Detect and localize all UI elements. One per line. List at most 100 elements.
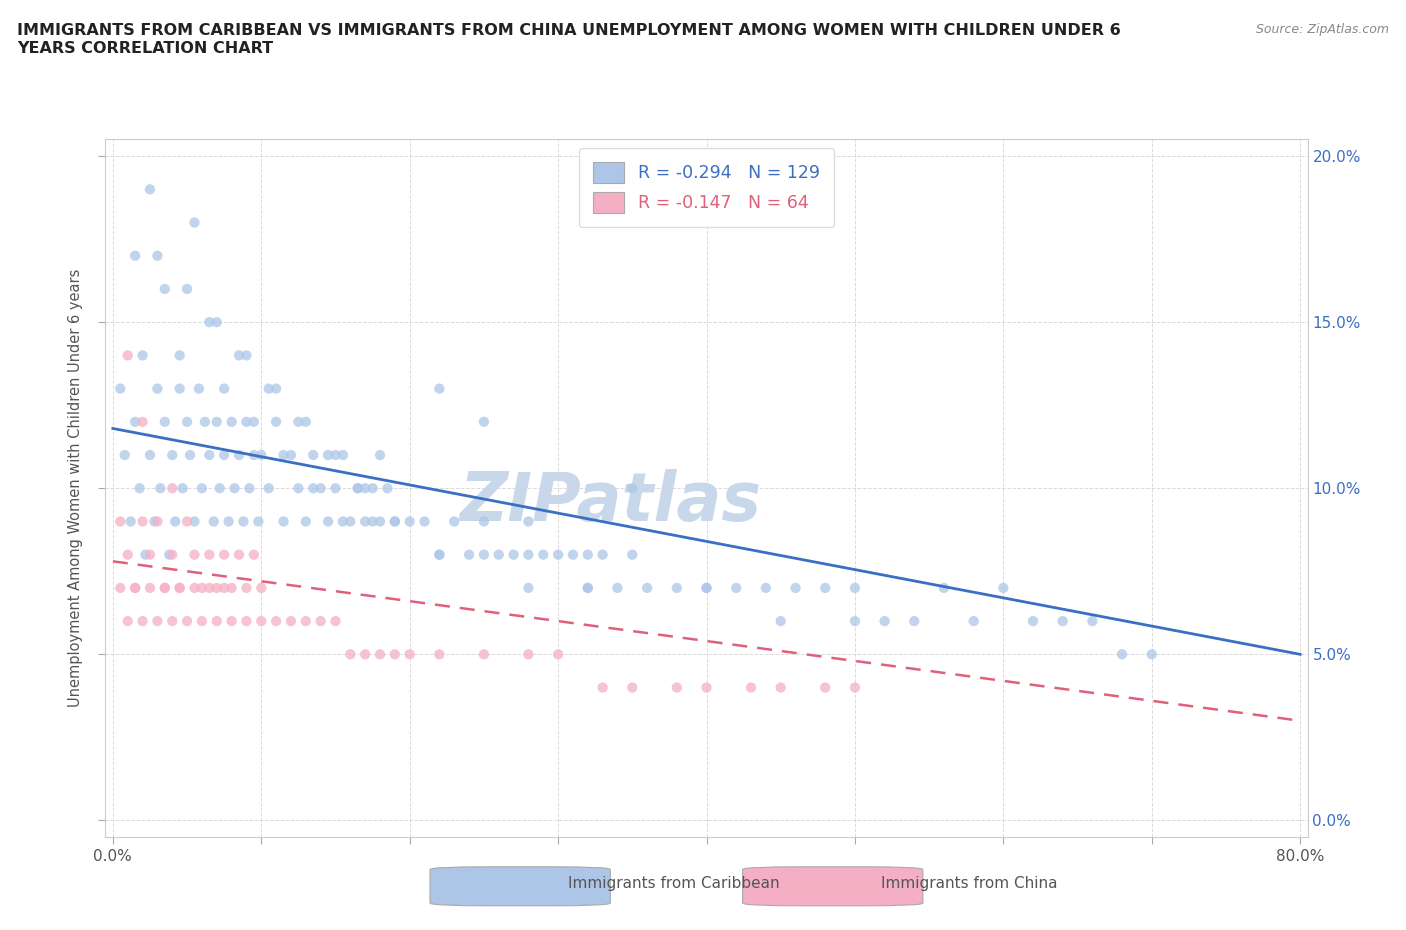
Point (183, 547, 205, 562)
Point (1111, 647, 1133, 662)
Point (903, 614, 925, 629)
Point (1081, 614, 1104, 629)
Point (243, 547, 266, 562)
Legend: R = -0.294   N = 129, R = -0.147   N = 64: R = -0.294 N = 129, R = -0.147 N = 64 (579, 148, 834, 227)
Point (576, 580, 599, 595)
Point (621, 481, 644, 496)
Point (250, 580, 273, 595)
Point (114, 447, 136, 462)
Point (309, 481, 332, 496)
Point (110, 381, 132, 396)
Point (250, 614, 273, 629)
Point (117, 614, 139, 629)
Point (332, 447, 354, 462)
Point (157, 547, 180, 562)
Point (413, 514, 436, 529)
Point (183, 580, 205, 595)
Point (339, 514, 361, 529)
Point (873, 614, 896, 629)
Point (740, 680, 762, 695)
Point (169, 580, 191, 595)
Point (232, 514, 254, 529)
Point (814, 680, 837, 695)
Point (294, 514, 316, 529)
Point (131, 614, 153, 629)
Point (844, 680, 866, 695)
Point (235, 415, 257, 430)
Point (165, 514, 187, 529)
Text: Immigrants from Caribbean: Immigrants from Caribbean (568, 876, 780, 891)
Point (287, 415, 309, 430)
Point (592, 547, 614, 562)
Point (606, 580, 628, 595)
Point (576, 580, 599, 595)
Point (346, 481, 368, 496)
Point (547, 647, 569, 662)
Point (176, 514, 198, 529)
Point (844, 614, 866, 629)
Point (725, 580, 748, 595)
Point (110, 514, 132, 529)
Text: Immigrants from China: Immigrants from China (880, 876, 1057, 891)
Point (153, 580, 176, 595)
Point (162, 447, 183, 462)
Point (238, 481, 260, 496)
Point (169, 580, 191, 595)
Point (131, 348, 153, 363)
Point (149, 481, 172, 496)
Point (302, 447, 325, 462)
Point (844, 580, 866, 595)
Point (205, 614, 228, 629)
Point (124, 580, 146, 595)
Point (785, 580, 807, 595)
Point (257, 381, 280, 396)
Point (316, 514, 339, 529)
Point (194, 415, 217, 430)
Point (993, 580, 1015, 595)
Point (273, 514, 295, 529)
Point (354, 514, 377, 529)
Point (696, 580, 718, 595)
Point (302, 481, 325, 496)
Point (120, 514, 142, 529)
Point (1052, 614, 1074, 629)
Point (264, 381, 287, 396)
Point (769, 680, 792, 695)
Point (146, 614, 169, 629)
Point (273, 447, 295, 462)
Point (361, 481, 384, 496)
Point (814, 580, 837, 595)
Point (636, 580, 658, 595)
Point (228, 447, 250, 462)
Point (294, 415, 316, 430)
Point (517, 514, 540, 529)
Point (139, 547, 162, 562)
Point (488, 547, 510, 562)
Point (250, 447, 273, 462)
Point (427, 381, 450, 396)
Point (212, 547, 235, 562)
Point (117, 547, 139, 562)
Point (221, 415, 243, 430)
Point (135, 547, 157, 562)
Point (325, 481, 347, 496)
Point (294, 614, 316, 629)
Point (517, 547, 540, 562)
Point (212, 447, 235, 462)
Point (198, 547, 221, 562)
Point (169, 348, 191, 363)
Point (153, 580, 176, 595)
Point (131, 514, 153, 529)
Point (368, 447, 391, 462)
Point (179, 447, 201, 462)
Point (191, 481, 214, 496)
Point (191, 580, 214, 595)
Point (517, 647, 540, 662)
Point (212, 381, 235, 396)
Point (547, 547, 569, 562)
Point (443, 514, 465, 529)
Point (235, 580, 257, 595)
Point (472, 647, 495, 662)
Point (696, 680, 718, 695)
Point (280, 614, 302, 629)
